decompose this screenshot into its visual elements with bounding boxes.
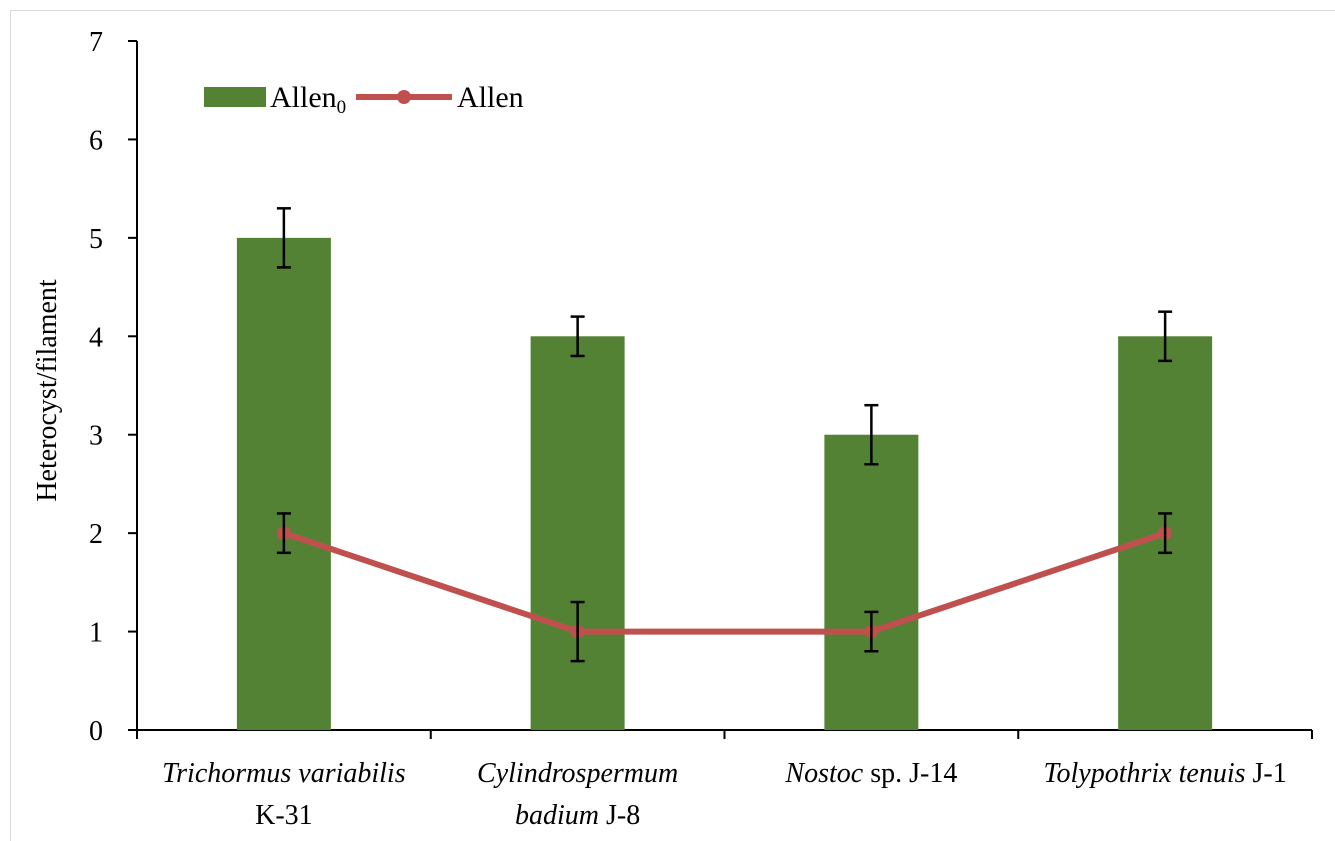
legend-swatch-marker bbox=[397, 90, 411, 104]
series-line bbox=[280, 530, 1169, 635]
x-category-label: Tolypothrix tenuis J-1 bbox=[1044, 758, 1287, 789]
y-tick-label: 2 bbox=[89, 519, 103, 550]
x-category-label-line2: K-31 bbox=[255, 800, 313, 831]
legend-swatch-bar bbox=[204, 87, 266, 107]
legend-label-bar: Allen0 bbox=[270, 81, 346, 118]
line-error-bar bbox=[276, 512, 291, 555]
bar bbox=[236, 237, 331, 730]
y-tick-label: 7 bbox=[89, 27, 103, 58]
x-category-label-line2: badium J-8 bbox=[515, 800, 640, 831]
category-label-part: J-8 bbox=[599, 800, 640, 831]
legend: Allen0 Allen bbox=[204, 81, 524, 118]
category-label-part: Cylindrospermum bbox=[477, 758, 678, 789]
y-tick-label: 4 bbox=[89, 322, 103, 353]
category-label-part: badium bbox=[515, 800, 599, 831]
bar-error-bar bbox=[1158, 310, 1173, 363]
x-category-label: Cylindrospermum bbox=[477, 758, 678, 789]
y-tick-label: 0 bbox=[89, 716, 103, 747]
x-category-label: Trichormus variabilis bbox=[162, 758, 406, 789]
category-label-part: sp. J-14 bbox=[863, 758, 957, 789]
y-tick-label: 6 bbox=[89, 125, 103, 156]
legend-label-line: Allen bbox=[457, 81, 524, 114]
bar bbox=[824, 434, 919, 730]
bar-error-bar bbox=[570, 315, 585, 358]
y-tick-label: 3 bbox=[89, 421, 103, 452]
bar bbox=[530, 336, 625, 730]
category-label-part: Nostoc bbox=[784, 758, 863, 789]
category-label-part: Trichormus variabilis bbox=[162, 758, 406, 789]
y-tick-label: 5 bbox=[89, 224, 103, 255]
bar-error-bar bbox=[864, 403, 879, 466]
y-axis-title: Heterocyst/filament bbox=[32, 279, 63, 502]
x-category-label: Nostoc sp. J-14 bbox=[784, 758, 957, 789]
line-error-bar bbox=[1158, 512, 1173, 555]
category-label-part: K-31 bbox=[255, 800, 313, 831]
y-tick-label: 1 bbox=[89, 618, 103, 649]
category-label-part: Tolypothrix tenuis bbox=[1044, 758, 1246, 789]
legend-subscript: 0 bbox=[337, 97, 347, 118]
line-error-bar bbox=[864, 610, 879, 653]
chart-frame bbox=[10, 10, 1335, 841]
bar-error-bar bbox=[276, 207, 291, 269]
category-label-part: J-1 bbox=[1246, 758, 1287, 789]
line-error-bar bbox=[570, 600, 585, 663]
